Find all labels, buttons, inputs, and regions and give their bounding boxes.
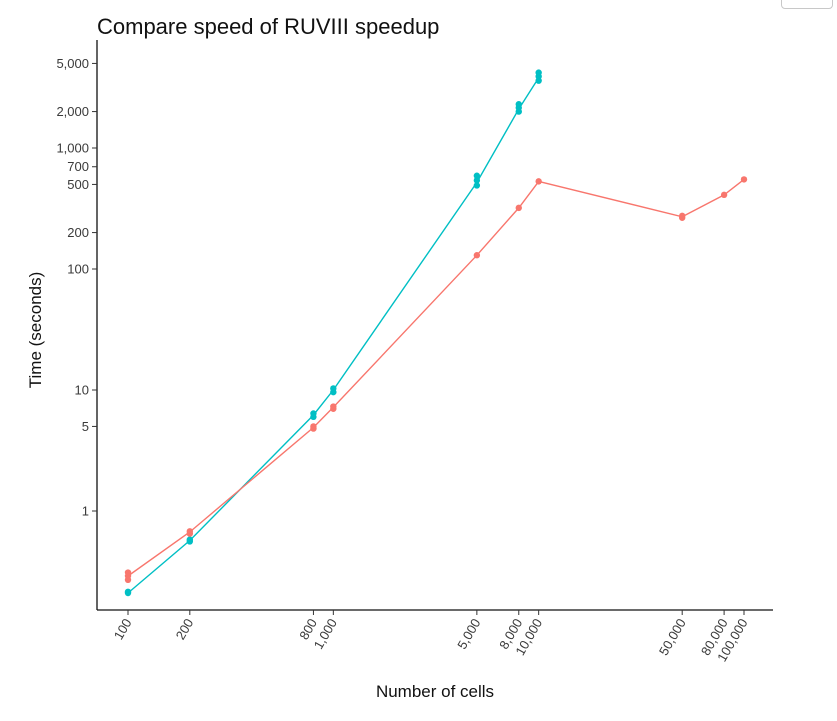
data-point bbox=[124, 569, 132, 576]
data-point bbox=[310, 423, 317, 430]
data-point bbox=[186, 536, 194, 543]
y-tick-label: 1 bbox=[82, 504, 89, 519]
data-point bbox=[186, 528, 194, 535]
data-point bbox=[740, 176, 748, 183]
data-point bbox=[330, 403, 337, 410]
data-point bbox=[330, 385, 337, 392]
y-tick-label: 10 bbox=[75, 383, 89, 398]
data-point bbox=[720, 191, 728, 199]
x-tick-label: 100 bbox=[111, 616, 135, 642]
y-axis-title: Time (seconds) bbox=[26, 272, 45, 389]
x-tick-label: 200 bbox=[173, 616, 197, 642]
data-point bbox=[515, 101, 522, 108]
y-tick-label: 100 bbox=[67, 262, 89, 277]
data-point bbox=[310, 410, 317, 417]
y-tick-label: 200 bbox=[67, 225, 89, 240]
x-axis-title: Number of cells bbox=[376, 682, 494, 701]
series-line-1 bbox=[127, 77, 540, 594]
y-tick-label: 2,000 bbox=[56, 104, 89, 119]
y-tick-label: 5 bbox=[82, 419, 89, 434]
data-point bbox=[473, 252, 481, 259]
data-point bbox=[515, 204, 522, 212]
data-point bbox=[473, 172, 481, 179]
x-tick-label: 50,000 bbox=[656, 616, 689, 658]
data-point bbox=[473, 177, 481, 184]
corner-button[interactable] bbox=[781, 0, 833, 9]
data-point bbox=[473, 182, 481, 189]
y-tick-label: 1,000 bbox=[56, 141, 89, 156]
data-point bbox=[535, 69, 542, 76]
chart-title: Compare speed of RUVIII speedup bbox=[97, 14, 439, 39]
data-point bbox=[678, 212, 686, 220]
y-tick-label: 700 bbox=[67, 159, 89, 174]
series-line-2 bbox=[127, 178, 745, 577]
data-point bbox=[535, 178, 542, 185]
y-tick-label: 500 bbox=[67, 177, 89, 192]
data-point bbox=[124, 588, 132, 595]
x-tick-label: 5,000 bbox=[454, 616, 483, 652]
y-tick-label: 5,000 bbox=[56, 56, 89, 71]
